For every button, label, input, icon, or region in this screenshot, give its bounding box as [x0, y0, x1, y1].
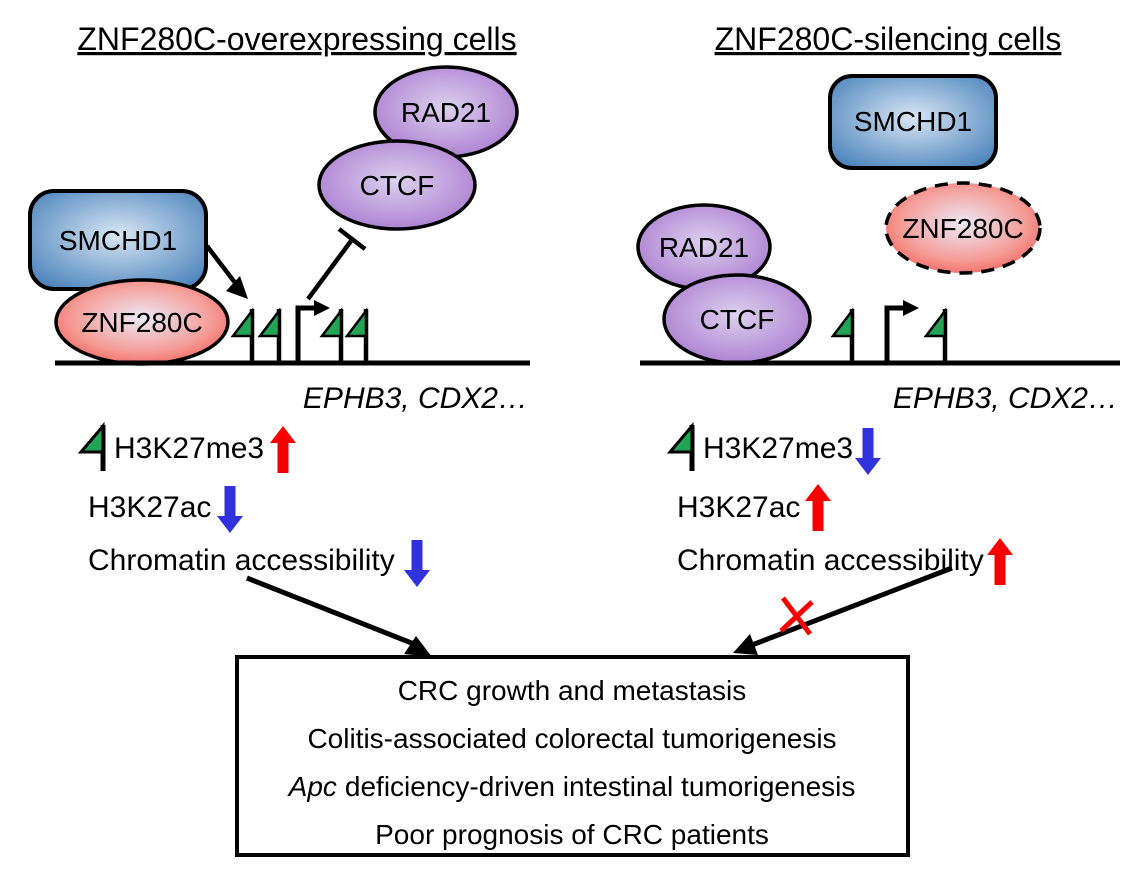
- right-chromatin-label: Chromatin accessibility: [677, 544, 984, 577]
- right-znf280c-silenced-ellipse: [884, 181, 1042, 275]
- left-chromatin-down-arrow-icon: [404, 540, 430, 587]
- left-h3k27me3-up-arrow-icon: [270, 426, 296, 473]
- right-znf280c-label: ZNF280C: [902, 213, 1023, 244]
- right-ctcf-label: CTCF: [700, 304, 775, 335]
- right-h3k27ac-label: H3K27ac: [677, 491, 800, 524]
- right-chromatin-up-arrow-icon: [987, 538, 1013, 585]
- right-smchd1-label: SMCHD1: [854, 106, 972, 137]
- outcome-line-2: Colitis-associated colorectal tumorigene…: [307, 723, 836, 754]
- left-smchd1-label: SMCHD1: [59, 225, 177, 256]
- left-h3k27ac-label: H3K27ac: [88, 491, 211, 524]
- panel-overexpressing: ZNF280C-overexpressing cells RAD21 CTCF …: [28, 21, 530, 587]
- h3k27me3-legend-flag-icon: [670, 425, 692, 471]
- left-tss-arrow-icon: [295, 300, 330, 363]
- right-outcome-arrow-blocked: [733, 565, 953, 655]
- right-h3k27me3-down-arrow-icon: [855, 428, 881, 475]
- left-target-genes: EPHB3, CDX2…: [303, 382, 528, 415]
- left-ctcf-ellipse: [317, 139, 477, 231]
- right-target-genes: EPHB3, CDX2…: [893, 382, 1118, 415]
- left-panel-title: ZNF280C-overexpressing cells: [77, 21, 516, 57]
- outcome-box: CRC growth and metastasis Colitis-associ…: [235, 655, 910, 857]
- left-h3k27me3-flag-icon: [322, 309, 341, 363]
- left-recruit-arrow: [205, 244, 248, 299]
- right-h3k27me3-label: H3K27me3: [703, 432, 853, 465]
- red-cross-icon: [779, 596, 814, 636]
- panel-silencing: ZNF280C-silencing cells SMCHD1 ZNF280C R…: [636, 21, 1120, 585]
- right-smchd1-box: [828, 74, 998, 170]
- left-ctcf-label: CTCF: [360, 170, 435, 201]
- outcome-line-3: Apc deficiency-driven intestinal tumorige…: [287, 771, 856, 802]
- outcome-box-border: [235, 655, 910, 857]
- h3k27me3-legend-flag-icon: [81, 425, 103, 471]
- left-znf280c-label: ZNF280C: [81, 307, 202, 338]
- left-rad21-label: RAD21: [401, 97, 491, 128]
- right-panel-title: ZNF280C-silencing cells: [715, 21, 1062, 57]
- outcome-line-1: CRC growth and metastasis: [398, 675, 747, 706]
- left-outcome-arrow: [246, 575, 432, 657]
- left-chromatin-label: Chromatin accessibility: [88, 544, 395, 577]
- right-h3k27me3-flag-icon: [926, 309, 945, 363]
- right-rad21-label: RAD21: [659, 232, 749, 263]
- left-h3k27me3-flag-icon: [347, 309, 366, 363]
- right-h3k27ac-up-arrow-icon: [805, 484, 831, 531]
- right-h3k27me3-flag-icon: [833, 309, 852, 363]
- left-h3k27ac-down-arrow-icon: [217, 486, 243, 533]
- outcome-line-3-rest: deficiency-driven intestinal tumorigenes…: [345, 771, 855, 802]
- right-tss-arrow-icon: [884, 300, 919, 363]
- outcome-line-4: Poor prognosis of CRC patients: [375, 819, 769, 850]
- left-h3k27me3-label: H3K27me3: [114, 432, 264, 465]
- outcome-line-3-gene: Apc: [287, 771, 337, 802]
- left-h3k27me3-flag-icon: [260, 309, 279, 363]
- left-inhibition-tbar: [306, 227, 367, 301]
- left-h3k27me3-flag-icon: [233, 309, 252, 363]
